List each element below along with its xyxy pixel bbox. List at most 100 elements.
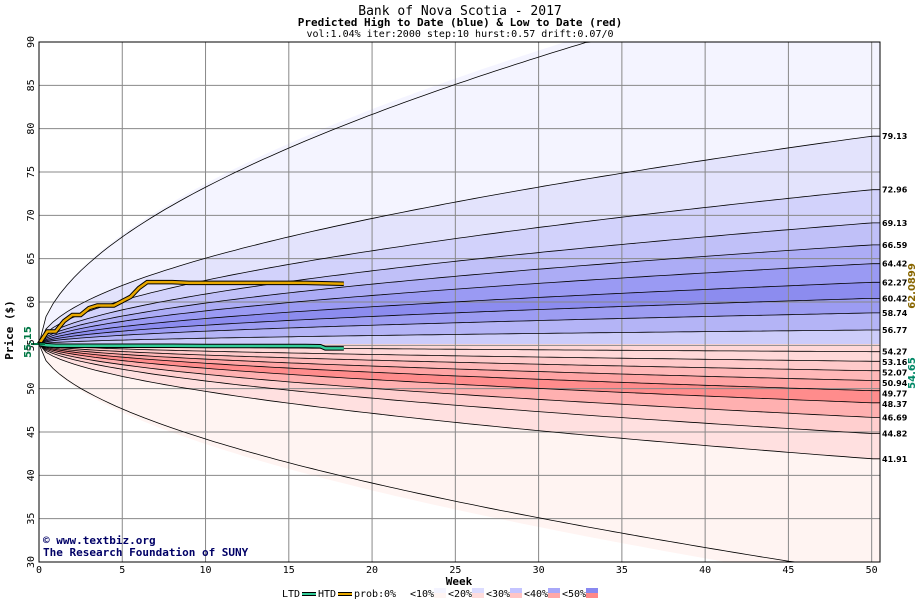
x-tick-label: 50 [866,565,878,576]
htd-current-value: 62.0899 [907,263,918,309]
x-tick-label: 45 [782,565,794,576]
end-value-label: 56.77 [882,326,907,335]
quantile-curves [38,41,880,563]
legend-prob-swatch-high [586,588,598,593]
y-tick-label: 65 [26,253,37,265]
quantile-curve [38,343,880,372]
end-value-label: 62.27 [882,278,907,287]
legend-prob-level: <10% [410,589,434,600]
x-axis-label: Week [446,575,473,588]
prob-band-high [39,42,880,344]
end-value-label: 60.42 [882,294,907,303]
legend-label: HTD [318,589,336,600]
y-tick-label: 55 [26,339,37,351]
quantile-curve [38,343,880,418]
price-series [31,279,344,351]
copyright-symbol: © [43,534,56,547]
quantile-curve [38,298,880,345]
y-tick-label: 70 [26,209,37,221]
chart-params: vol:1.04% iter:2000 step:10 hurst:0.57 d… [306,29,613,40]
prob-band-low [39,344,880,562]
prob-band-high [39,312,880,344]
prob-band-high [39,244,880,344]
x-tick-label: 40 [699,565,711,576]
x-tick-label: 5 [119,565,125,576]
quantile-curve [38,343,880,392]
prob-band-low [39,344,880,362]
y-tick-label: 90 [26,36,37,48]
x-tick-label: 35 [616,565,628,576]
credit-org: The Research Foundation of SUNY [43,546,249,559]
legend-prob-swatch-low [472,593,484,598]
quantile-curve [38,343,880,381]
credit-website-text: www.textbiz.org [56,534,155,547]
y-tick-label: 35 [26,513,37,525]
end-value-label: 46.69 [882,413,908,422]
legend-label: LTD [282,589,300,600]
plot-frame [38,41,881,563]
ltd-line [38,342,344,350]
prob-band-high [39,136,880,344]
legend-prob-swatch-high [548,588,560,593]
end-value-label: 69.13 [882,219,907,228]
legend-prob-swatch-low [510,593,522,598]
legend-prob-swatch-high [510,588,522,593]
prob-band-low [39,344,880,434]
quantile-curve [38,263,880,345]
end-value-label: 52.07 [882,369,907,378]
y-tick-label: 40 [26,469,37,481]
legend-prob-level: <40% [524,589,548,600]
quantile-curve [38,343,880,563]
y-tick-label: 50 [26,383,37,395]
quantile-curve [38,281,880,345]
quantile-curve [38,329,880,345]
end-value-label: 66.59 [882,241,908,250]
y-axis-label: Price ($) [3,300,16,360]
legend-prob-swatch-high [472,588,484,593]
legend-prob-swatch-high [434,588,446,593]
quantile-curve [38,135,880,345]
x-tick-label: 15 [283,565,295,576]
quantile-curve [38,343,880,404]
prob-band-low [39,344,880,381]
quantile-curve [38,312,880,345]
start-price-label: 55.15 [23,326,34,358]
x-tick-label: 20 [366,565,378,576]
x-tick-label: 30 [533,565,545,576]
quantile-curve [38,222,880,345]
y-tick-label: 30 [26,556,37,568]
htd-line [37,280,344,345]
prob-band-high [39,189,880,344]
ltd-current-value: 54.65 [907,357,918,389]
prob-band-low [39,344,880,459]
prob-band-high [39,282,880,344]
legend-prob-swatch-low [396,593,408,598]
quantile-curve [38,343,880,362]
legend-prob-level: <50% [562,589,586,600]
legend-prob-swatch-high [396,588,408,593]
chart-title: Bank of Nova Scotia - 2017 [358,4,562,19]
end-value-label: 53.16 [882,358,908,367]
x-tick-label: 10 [200,565,212,576]
prob-band-low [39,344,880,403]
prob-band-high [39,298,880,344]
end-value-label: 41.91 [882,455,908,464]
y-tick-label: 80 [26,123,37,135]
y-tick-label: 45 [26,426,37,438]
end-value-label: 58.74 [882,309,908,318]
prob-band-low [39,344,880,371]
end-value-labels: 79.13 72.96 69.13 66.59 64.42 62.27 60.42 58.74… [882,132,908,464]
quantile-curve [38,343,880,460]
y-tick-label: 75 [26,166,37,178]
x-tick-label: 25 [449,565,461,576]
legend-prob-swatch-low [434,593,446,598]
legend-prob-swatch-low [586,593,598,598]
x-tick-label: 0 [36,565,42,576]
legend-prob-level: <30% [486,589,510,600]
y-tick-label: 85 [26,79,37,91]
end-value-label: 72.96 [882,186,908,195]
credit-website: © www.textbiz.org [43,534,156,547]
prob-band-high [39,263,880,344]
end-value-label: 44.82 [882,430,907,439]
